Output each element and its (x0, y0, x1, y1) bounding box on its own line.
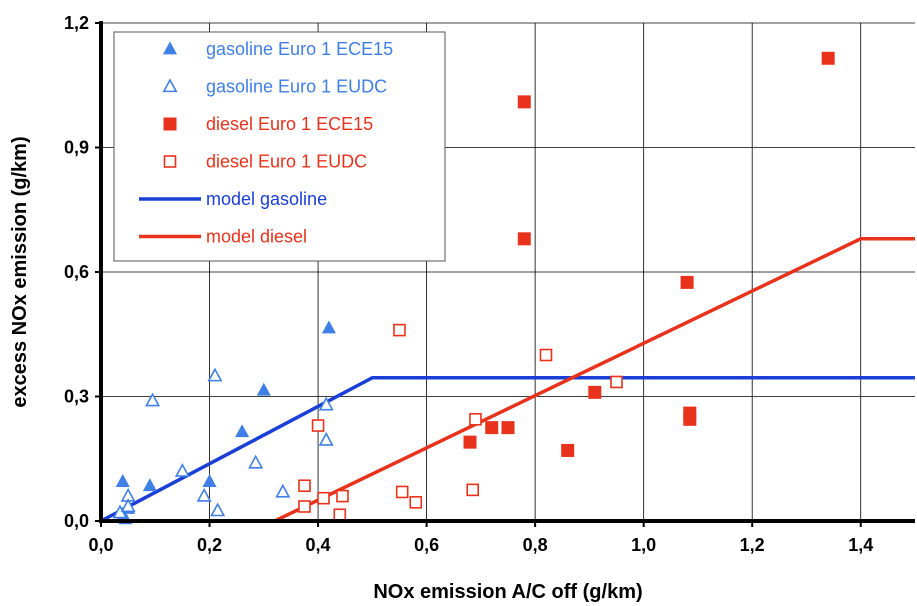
data-point (680, 275, 694, 289)
y-tick-label: 0,6 (64, 262, 89, 282)
data-point (393, 323, 406, 337)
series-line (100, 376, 915, 523)
x-tick-label: 1,0 (631, 535, 656, 555)
data-point (561, 443, 575, 457)
data-point (235, 424, 250, 438)
data-point (466, 483, 480, 497)
data-point (207, 367, 223, 382)
data-point (142, 478, 157, 492)
legend-label: diesel Euro 1 EUDC (206, 152, 367, 172)
data-point (517, 95, 531, 109)
legend-swatch (162, 41, 178, 55)
data-point (298, 479, 311, 493)
legend-label: diesel Euro 1 ECE15 (206, 114, 373, 134)
y-axis-title: excess NOx emission (g/km) (9, 136, 31, 407)
data-point (610, 375, 623, 389)
data-point (517, 232, 531, 246)
data-point (248, 454, 264, 469)
data-point (485, 421, 499, 435)
x-axis-title: NOx emission A/C off (g/km) (373, 581, 642, 603)
data-point (145, 392, 161, 407)
data-point (683, 412, 697, 426)
legend-box (113, 31, 446, 262)
x-tick-label: 0,4 (306, 535, 331, 555)
data-point (501, 421, 515, 435)
legend: gasoline Euro 1 ECE15 gasoline Euro 1 EUD… (113, 31, 446, 262)
data-point (311, 419, 325, 432)
data-point (120, 498, 136, 513)
data-point (202, 474, 217, 487)
y-tick-label: 1,2 (64, 13, 89, 33)
data-point (256, 382, 271, 396)
x-tick-label: 1,2 (740, 535, 765, 555)
series-line (101, 237, 915, 523)
data-point (469, 413, 482, 426)
series-layer (100, 51, 915, 525)
axis-layer: 0,0 0,2 0,4 0,6 0,8 1,0 1,2 1,4 0,0 0,3 0,6 0,9 1,2 (64, 13, 915, 555)
data-point (318, 396, 334, 411)
legend-swatch (163, 117, 177, 131)
data-point (298, 500, 311, 513)
data-point (463, 435, 477, 449)
data-point (821, 51, 835, 65)
data-point (174, 463, 190, 477)
data-point (409, 496, 423, 509)
data-point (115, 474, 130, 487)
y-tick-label: 0,3 (64, 387, 89, 407)
x-tick-label: 0,2 (197, 535, 222, 555)
data-point (196, 487, 212, 502)
data-point (275, 483, 291, 498)
x-tick-label: 1,4 (848, 535, 873, 555)
legend-swatch (163, 155, 177, 168)
x-tick-label: 0,0 (88, 535, 113, 555)
y-tick-label: 0,0 (64, 511, 89, 531)
x-tick-label: 0,6 (414, 535, 439, 555)
y-tick-label: 0,9 (64, 138, 89, 158)
legend-label: gasoline Euro 1 EUDC (206, 77, 387, 97)
legend-swatch (162, 78, 178, 93)
data-point (539, 348, 553, 362)
data-point (318, 431, 334, 446)
data-point (395, 485, 409, 499)
legend-label: model diesel (206, 227, 307, 247)
legend-label: gasoline Euro 1 ECE15 (206, 39, 393, 59)
x-tick-label: 0,8 (523, 535, 548, 555)
data-point (588, 385, 602, 399)
data-point (321, 320, 336, 334)
data-point (210, 502, 226, 517)
legend-label: model gasoline (206, 189, 327, 209)
data-point (336, 489, 349, 503)
data-point (333, 508, 347, 522)
data-point (317, 491, 330, 505)
